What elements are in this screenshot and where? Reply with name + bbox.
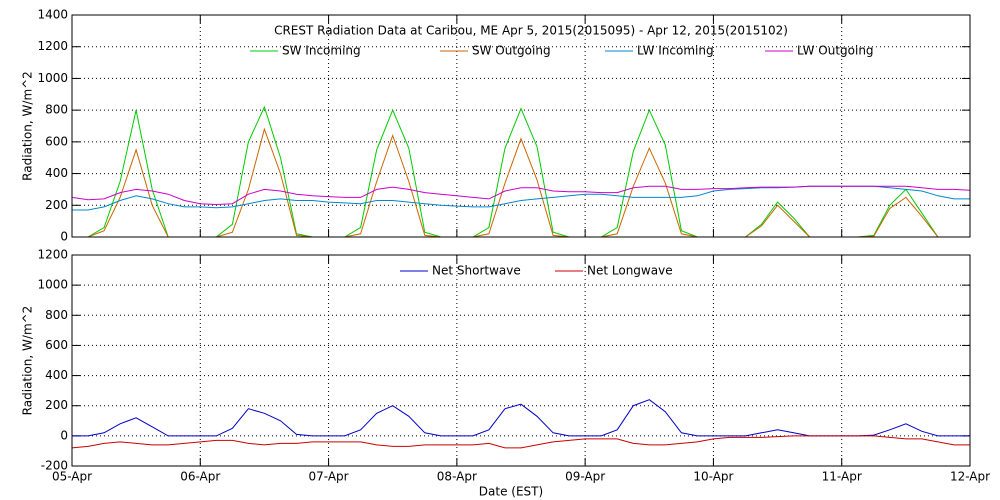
y-tick-label: 1200 [37, 248, 68, 262]
plot-frame [71, 254, 971, 467]
y-tick-label: 1000 [37, 71, 68, 85]
y-tick-label: 400 [45, 166, 68, 180]
legend-label: LW Outgoing [797, 44, 874, 58]
x-tick-label: 09-Apr [565, 470, 605, 484]
x-axis-label: Date (EST) [479, 485, 543, 499]
y-tick-label: 800 [45, 308, 68, 322]
y-tick-label: 200 [45, 398, 68, 412]
y-axis-label: Radiation, W/m^2 [21, 71, 35, 181]
x-tick-label: 10-Apr [693, 470, 733, 484]
data-line [72, 399, 970, 437]
y-tick-label: 800 [45, 103, 68, 117]
x-tick-label: 05-Apr [52, 470, 92, 484]
legend-label: SW Outgoing [472, 44, 551, 58]
chart-title: CREST Radiation Data at Caribou, ME Apr … [274, 24, 788, 38]
legend-label: LW Incoming [637, 44, 714, 58]
y-tick-label: 1200 [37, 39, 68, 53]
y-tick-label: 0 [60, 428, 68, 442]
y-tick-label: 400 [45, 368, 68, 382]
x-tick-label: 06-Apr [180, 470, 220, 484]
x-tick-label: 07-Apr [309, 470, 349, 484]
data-line [72, 185, 970, 211]
y-axis-label: Radiation, W/m^2 [21, 306, 35, 416]
y-tick-label: 1400 [37, 8, 68, 22]
data-line [71, 185, 971, 206]
legend-label: Net Longwave [587, 264, 673, 278]
data-line [71, 435, 970, 449]
x-tick-label: 11-Apr [822, 470, 862, 484]
x-tick-label: 12-Apr [950, 470, 990, 484]
y-tick-label: 600 [45, 134, 68, 148]
x-tick-label: 08-Apr [437, 470, 477, 484]
y-tick-label: 600 [45, 338, 68, 352]
y-tick-label: 200 [45, 198, 68, 212]
y-tick-label: 0 [60, 230, 68, 244]
data-line [72, 105, 970, 238]
y-tick-label: -200 [41, 459, 68, 473]
legend-label: Net Shortwave [432, 264, 521, 278]
plot-frame [71, 14, 971, 238]
legend-label: SW Incoming [282, 44, 361, 58]
data-line [72, 127, 970, 238]
y-tick-label: 1000 [37, 278, 68, 292]
